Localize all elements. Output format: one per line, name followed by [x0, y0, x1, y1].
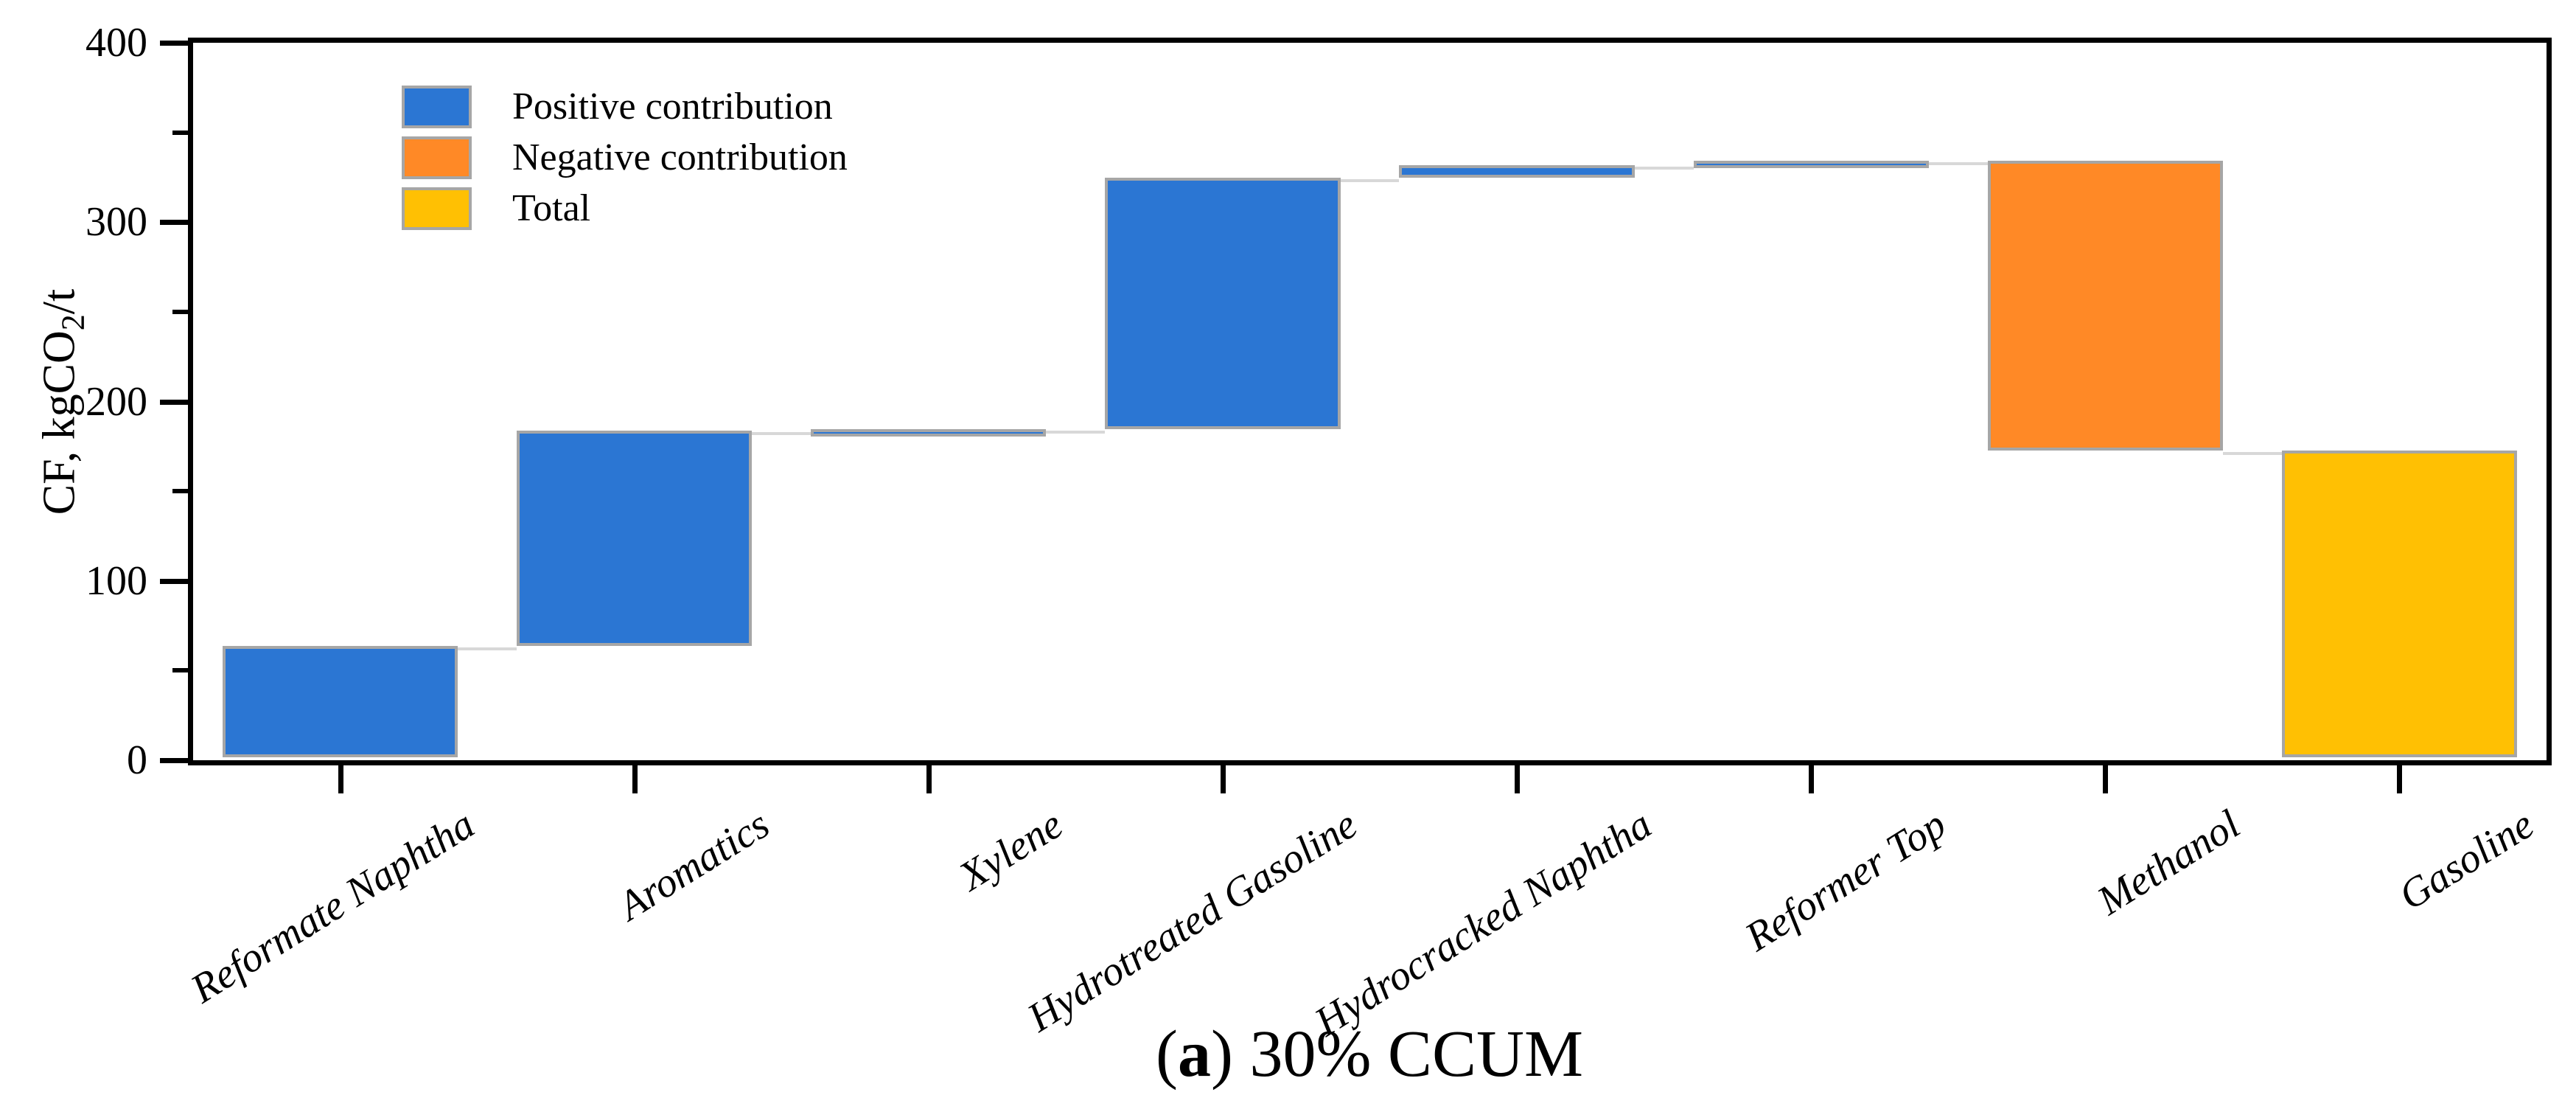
- x-tick: [2103, 765, 2109, 793]
- plot-frame: [188, 38, 2552, 765]
- x-tick: [1220, 765, 1226, 793]
- waterfall-connector: [2222, 452, 2282, 456]
- negative-contribution-swatch: [402, 136, 472, 179]
- caption-paren: (: [1155, 1018, 1178, 1091]
- y-minor-tick: [172, 489, 188, 494]
- bar-reformate-naphtha: [222, 646, 458, 757]
- waterfall-connector: [752, 432, 811, 436]
- total-swatch: [402, 187, 472, 230]
- y-tick-label: 300: [85, 199, 147, 246]
- y-minor-tick: [172, 668, 188, 673]
- bar-xylene: [811, 428, 1047, 437]
- category-label-gasoline: Gasoline: [2391, 801, 2542, 920]
- y-tick-label: 100: [85, 557, 147, 604]
- category-label-xylene: Xylene: [952, 801, 1072, 900]
- waterfall-connector: [1928, 162, 1988, 166]
- waterfall-connector: [1046, 430, 1106, 434]
- category-label-aromatics: Aromatics: [610, 801, 778, 930]
- x-tick: [2397, 765, 2403, 793]
- y-axis-title-subscript: 2: [55, 314, 91, 331]
- legend-row-negative: Negative contribution: [402, 136, 848, 179]
- category-label-reformate-naphtha: Reformate Naphtha: [183, 801, 483, 1012]
- x-tick: [1809, 765, 1815, 793]
- caption-letter: a: [1177, 1018, 1211, 1091]
- caption-text: ) 30% CCUM: [1210, 1018, 1584, 1091]
- waterfall-connector: [1634, 167, 1694, 170]
- bar-hydrocracked-naphtha: [1399, 165, 1635, 178]
- legend-label-total: Total: [512, 187, 591, 229]
- y-tick-label: 400: [85, 20, 147, 66]
- legend-label-positive: Positive contribution: [512, 86, 833, 128]
- bar-gasoline: [2281, 451, 2518, 757]
- bar-methanol: [1987, 161, 2223, 451]
- positive-contribution-swatch: [402, 86, 472, 128]
- y-tick-label: 200: [85, 378, 147, 425]
- category-label-reformer-top: Reformer Top: [1736, 801, 1954, 961]
- y-major-tick: [160, 578, 188, 584]
- waterfall-connector: [458, 647, 517, 651]
- y-major-tick: [160, 758, 188, 763]
- waterfall-connector: [1340, 179, 1400, 183]
- legend: Positive contribution Negative contribut…: [402, 86, 848, 230]
- legend-label-negative: Negative contribution: [512, 136, 848, 178]
- bar-hydrotreated-gasoline: [1105, 178, 1341, 429]
- x-tick: [632, 765, 638, 793]
- legend-row-positive: Positive contribution: [402, 86, 848, 128]
- y-minor-tick: [172, 309, 188, 314]
- legend-row-total: Total: [402, 187, 848, 230]
- y-minor-tick: [172, 130, 188, 135]
- y-major-tick: [160, 41, 188, 46]
- category-label-methanol: Methanol: [2089, 801, 2248, 925]
- x-tick: [338, 765, 343, 793]
- x-tick: [926, 765, 932, 793]
- y-major-tick: [160, 220, 188, 226]
- figure-caption: (a) 30% CCUM: [1156, 1016, 1583, 1092]
- y-axis-title-tail: /t: [34, 288, 85, 315]
- bar-aromatics: [517, 431, 753, 647]
- y-tick-label: 0: [127, 737, 147, 783]
- bar-reformer-top: [1693, 161, 1929, 169]
- y-major-tick: [160, 399, 188, 405]
- x-tick: [1515, 765, 1521, 793]
